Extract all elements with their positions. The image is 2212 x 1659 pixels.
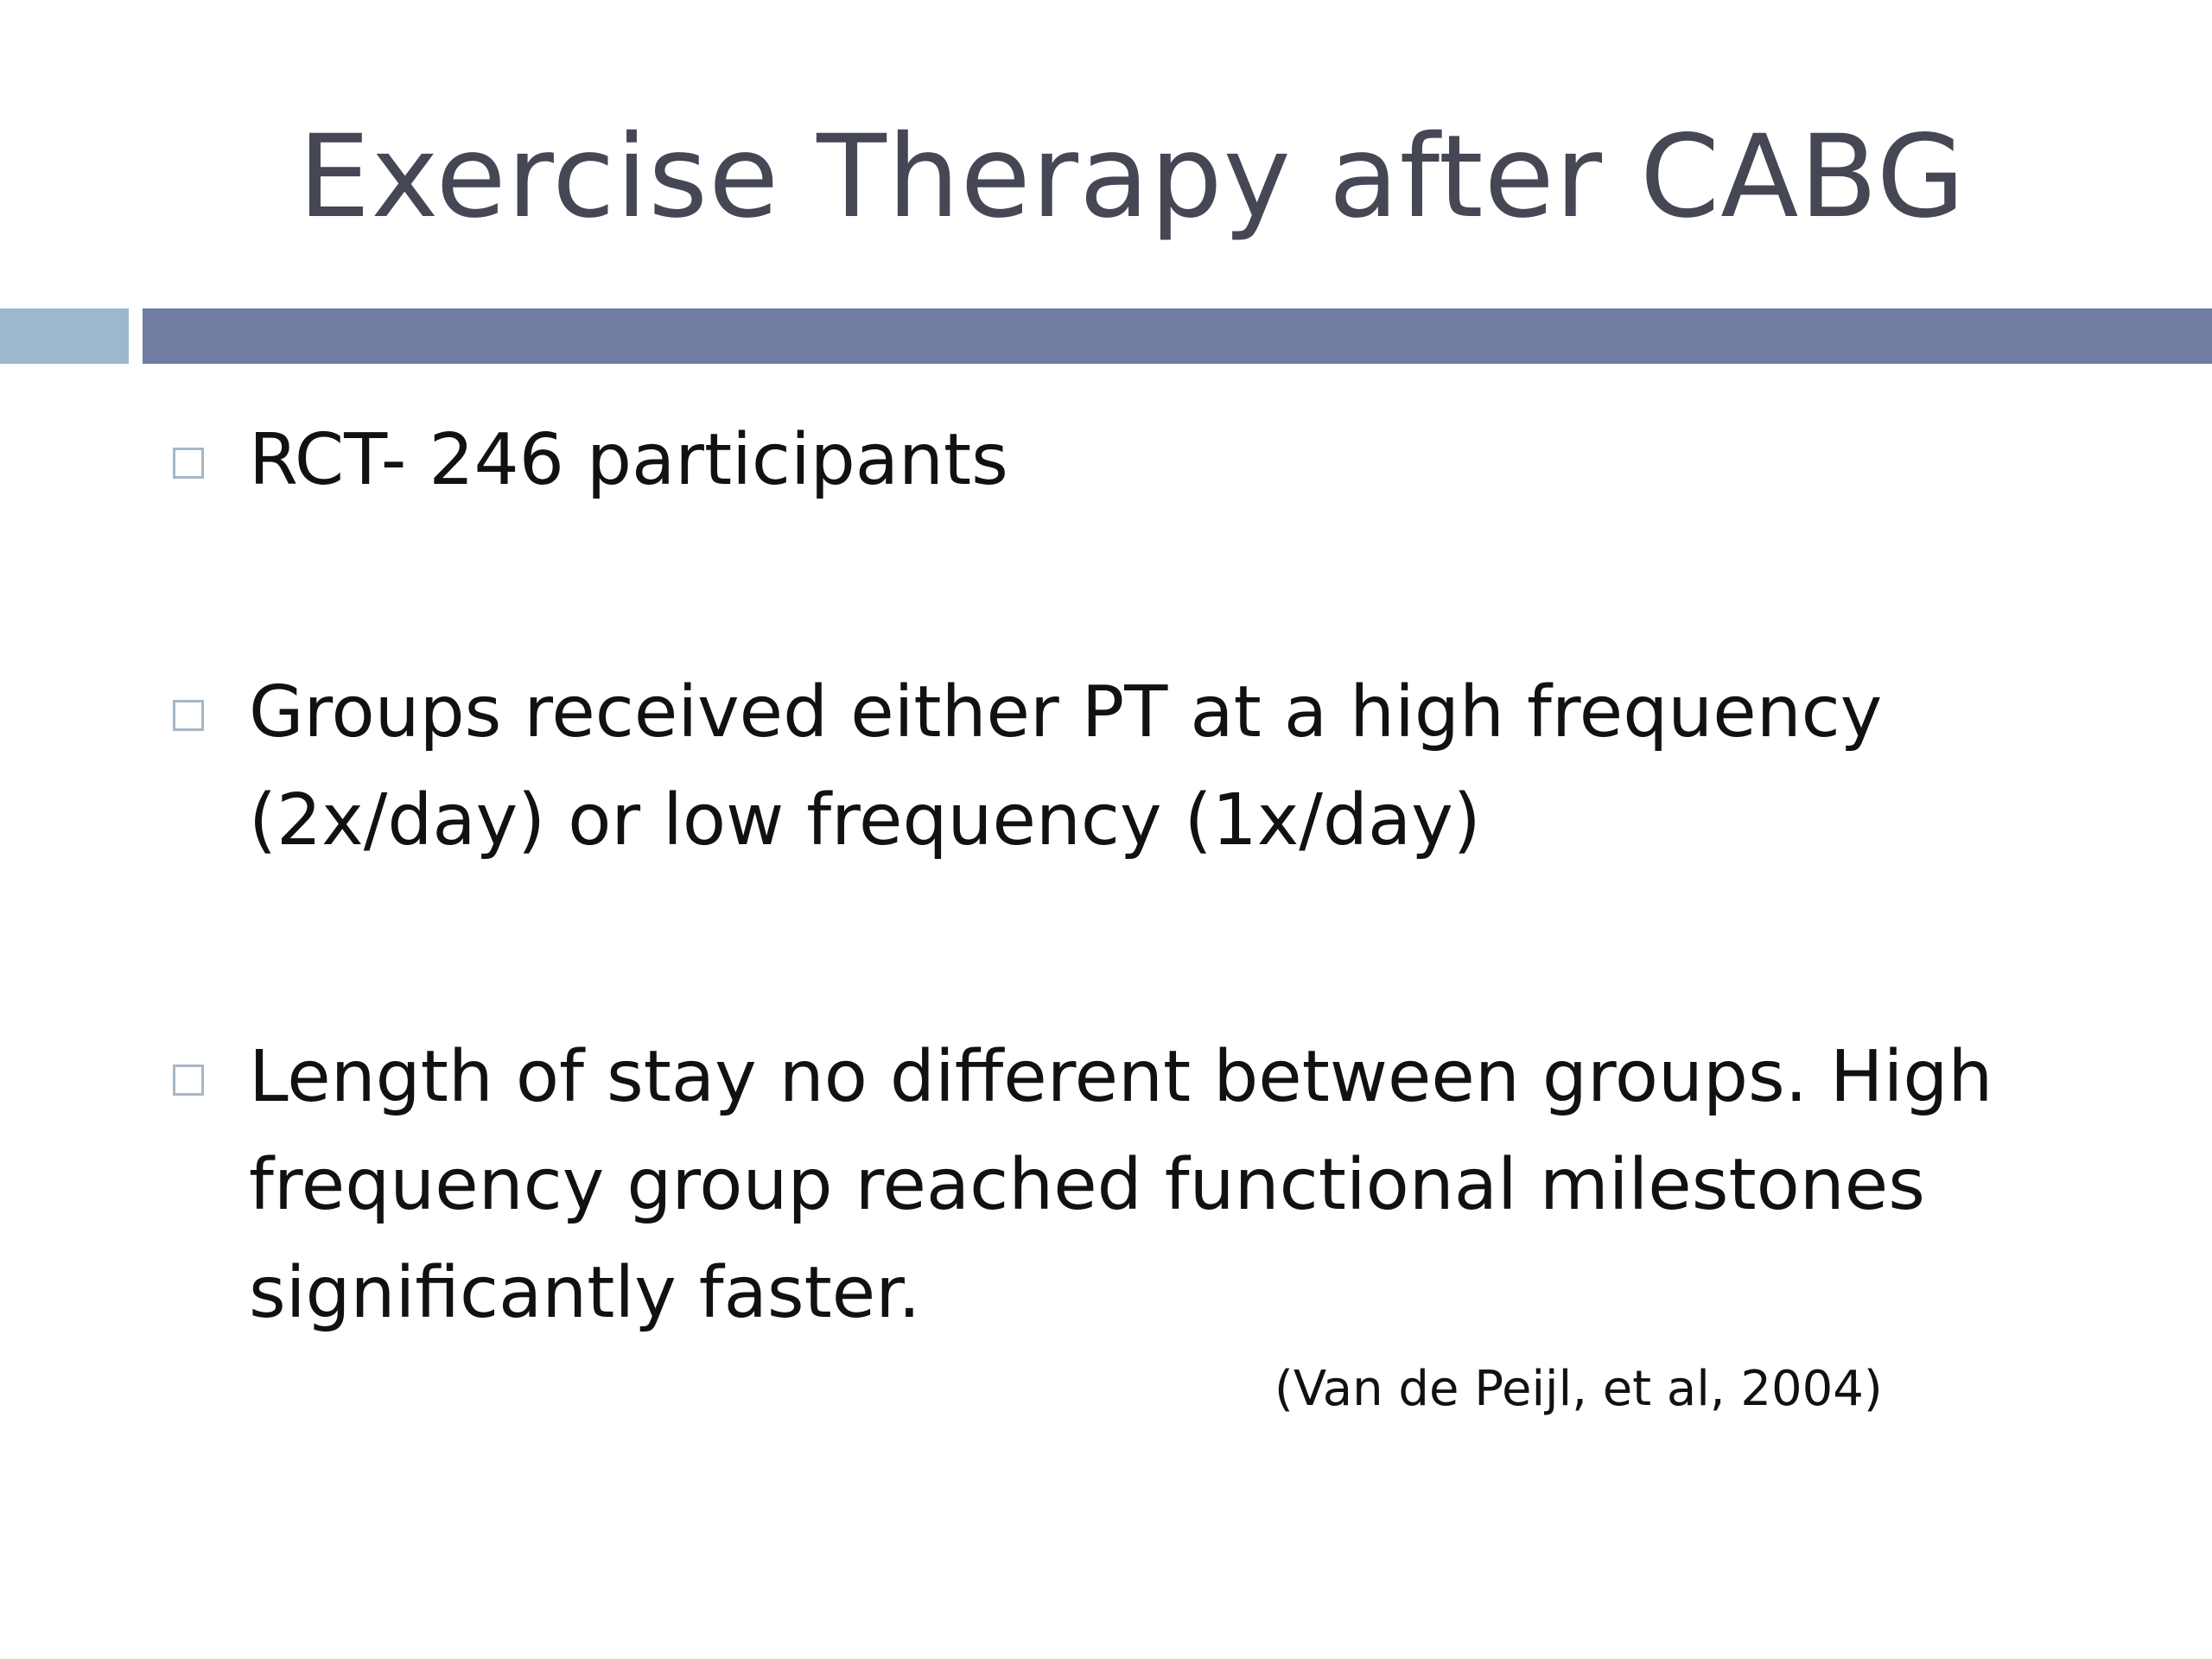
title-divider-bar [143, 308, 2212, 364]
square-bullet-icon [173, 1065, 204, 1096]
square-bullet-icon [173, 448, 204, 479]
bullet-line: frequency group reached functional miles… [249, 1144, 1925, 1226]
slide-title: Exercise Therapy after CABG [298, 111, 1966, 244]
square-bullet-icon [173, 700, 204, 731]
bullet-line: Length of stay no different between grou… [249, 1036, 1993, 1118]
title-divider-accent [0, 308, 129, 364]
bullet-text: RCT- 246 participants [249, 406, 2133, 514]
bullet-line: (2x/day) or low frequency (1x/day) [249, 779, 1481, 861]
citation: (Van de Peijl, et al, 2004) [1274, 1361, 1883, 1417]
bullet-line: Groups received either PT at a high freq… [249, 671, 1883, 753]
bullet-line: RCT- 246 participants [249, 419, 1008, 501]
bullet-text: Groups received either PT at a high freq… [249, 658, 2133, 874]
bullet-line: significantly faster. [249, 1252, 921, 1334]
bullet-text: Length of stay no different between grou… [249, 1023, 2133, 1347]
